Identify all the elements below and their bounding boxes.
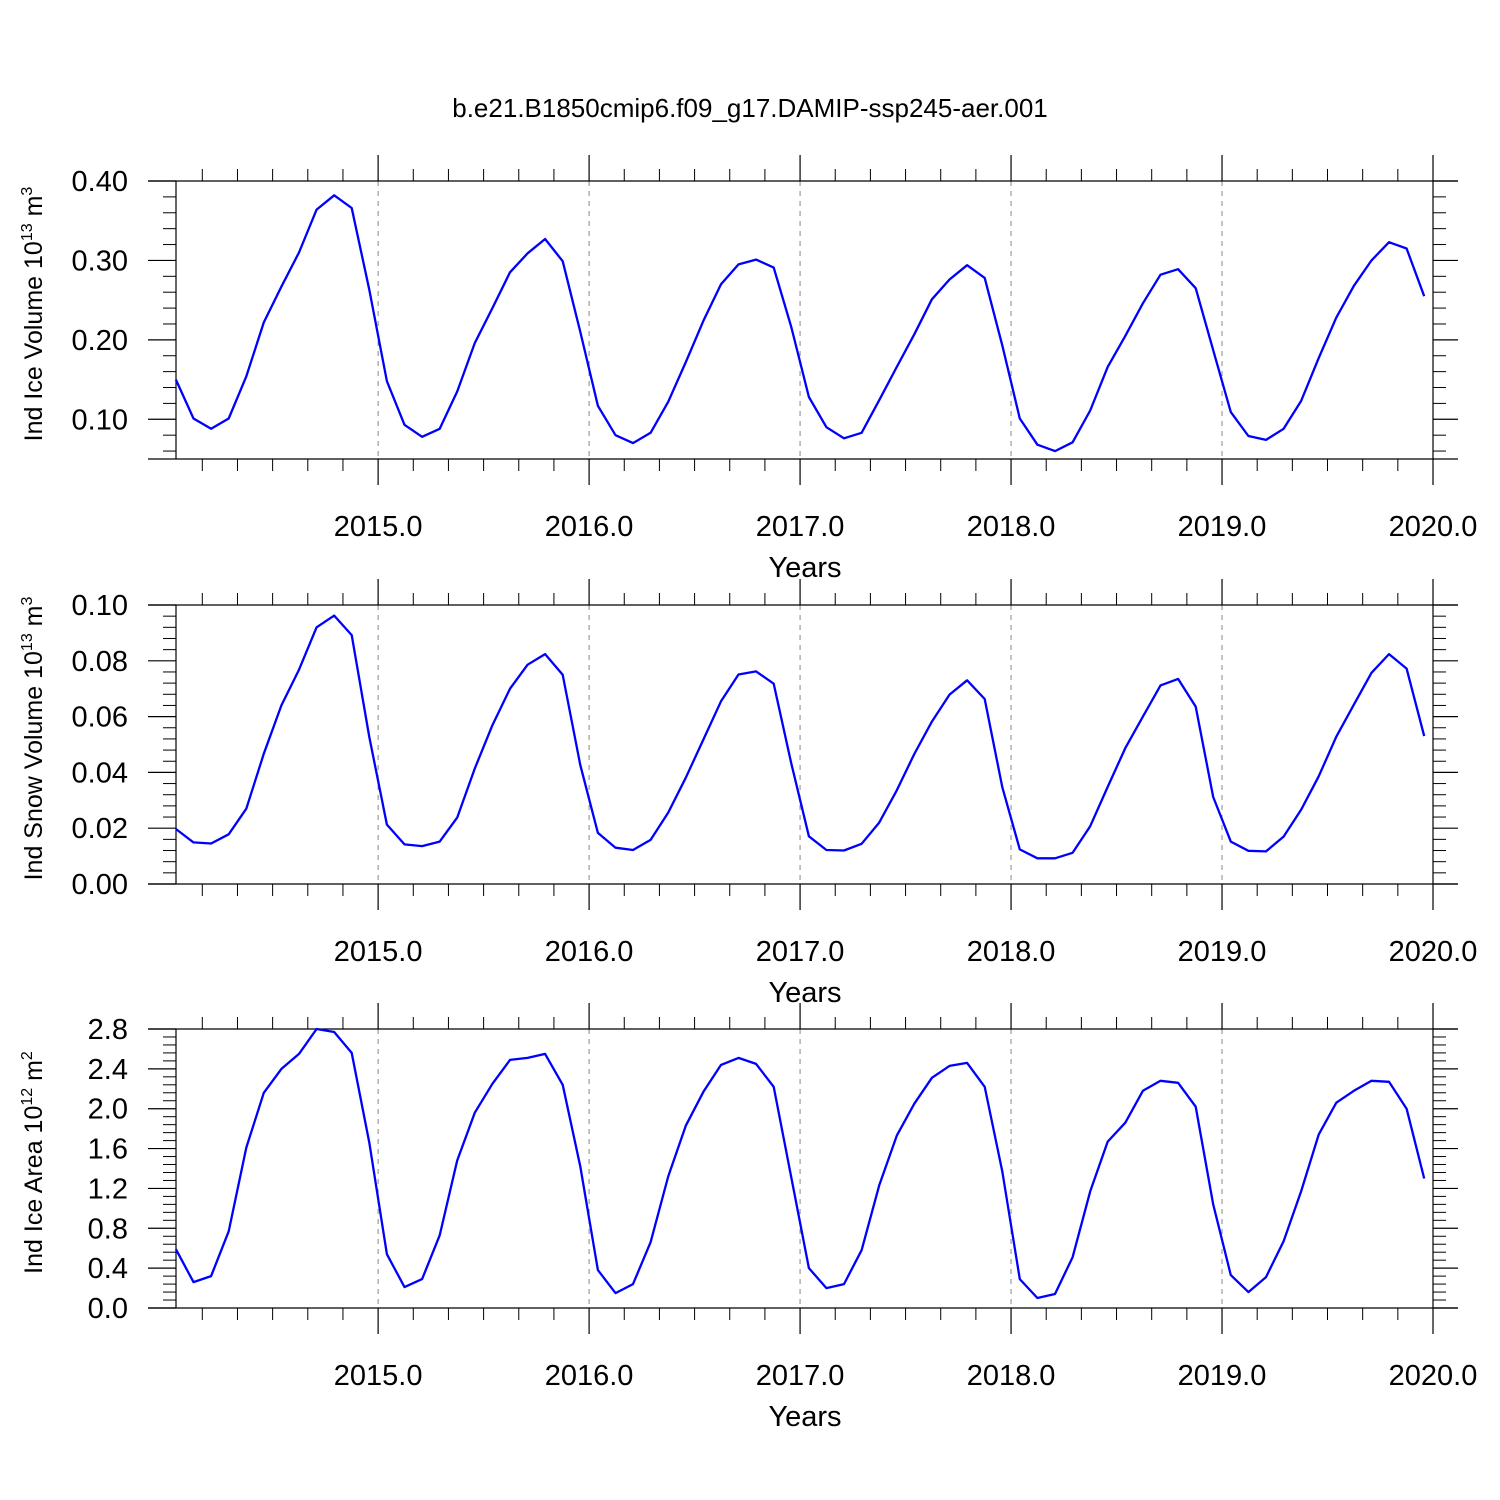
y-tick-label: 0.8: [88, 1213, 128, 1245]
x-tick-label: 2015.0: [334, 1360, 423, 1392]
x-tick-label: 2016.0: [545, 1360, 634, 1392]
y-tick-label: 2.4: [88, 1054, 128, 1086]
y-tick-label: 1.2: [88, 1173, 128, 1205]
x-axis-label: Years: [768, 552, 841, 584]
panel-1: 2015.0 2016.0 2017.0 2018.0 2019.0 2020.0 0.10…: [19, 155, 1477, 584]
series-line: [175, 614, 1426, 860]
x-axis-label: Years: [768, 1401, 841, 1433]
y-tick-label: 0.06: [72, 702, 128, 734]
y-axis-label: Ind Ice Volume 1013 m3: [19, 187, 48, 442]
y-tick-label: 2.8: [88, 1014, 128, 1046]
y-axis-label: Ind Snow Volume 1013 m3: [19, 597, 48, 881]
y-tick-label: 0.30: [72, 245, 128, 277]
y-tick-label: 1.6: [88, 1134, 128, 1166]
x-tick-label: 2020.0: [1389, 936, 1478, 968]
x-tick-label: 2018.0: [967, 1360, 1056, 1392]
y-tick-label: 0.20: [72, 325, 128, 357]
y-axis-label: Ind Ice Area 1012 m2: [19, 1051, 48, 1274]
x-tick-label: 2015.0: [334, 936, 423, 968]
panels: 2015.0 2016.0 2017.0 2018.0 2019.0 2020.0 0.10…: [19, 155, 1477, 1433]
x-tick-label: 2017.0: [756, 1360, 845, 1392]
figure-title: b.e21.B1850cmip6.f09_g17.DAMIP-ssp245-ae…: [452, 93, 1048, 123]
y-tick-label: 0.00: [72, 869, 128, 901]
y-tick-label: 0.4: [88, 1253, 128, 1285]
y-tick-label: 0.02: [72, 813, 128, 845]
y-tick-label: 0.10: [72, 590, 128, 622]
x-tick-label: 2017.0: [756, 936, 845, 968]
x-tick-label: 2018.0: [967, 936, 1056, 968]
y-tick-label: 0.40: [72, 166, 128, 198]
y-tick-label: 0.10: [72, 404, 128, 436]
series-line: [174, 194, 1426, 453]
x-tick-label: 2016.0: [545, 511, 634, 543]
x-tick-label: 2018.0: [967, 511, 1056, 543]
panel-3: 2015.0 2016.0 2017.0 2018.0 2019.0 2020.0 0.0 0…: [19, 1003, 1477, 1433]
x-axis-label: Years: [768, 977, 841, 1009]
x-tick-label: 2020.0: [1389, 1360, 1478, 1392]
x-tick-label: 2019.0: [1178, 1360, 1267, 1392]
y-tick-label: 0.08: [72, 646, 128, 678]
panel-2: 2015.0 2016.0 2017.0 2018.0 2019.0 2020.0 0.00…: [19, 579, 1477, 1009]
y-tick-label: 0.0: [88, 1293, 128, 1325]
y-tick-label: 0.04: [72, 757, 128, 789]
y-tick-label: 2.0: [88, 1094, 128, 1126]
x-tick-label: 2016.0: [545, 936, 634, 968]
series-line: [174, 1027, 1426, 1300]
x-tick-label: 2019.0: [1178, 936, 1267, 968]
x-tick-label: 2015.0: [334, 511, 423, 543]
x-tick-label: 2017.0: [756, 511, 845, 543]
x-tick-label: 2020.0: [1389, 511, 1478, 543]
x-tick-label: 2019.0: [1178, 511, 1267, 543]
